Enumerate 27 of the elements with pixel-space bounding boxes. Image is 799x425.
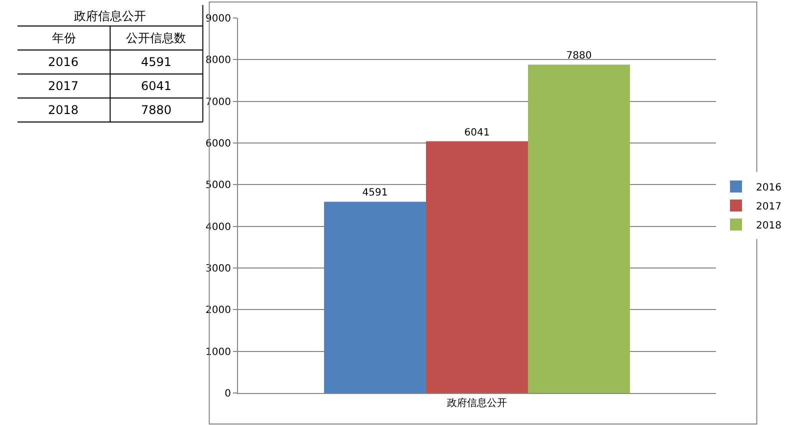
text: 2017 xyxy=(48,79,79,93)
text: 政府信息公开 xyxy=(74,9,146,23)
legend-label: 2018 xyxy=(756,220,782,232)
text: 2016 xyxy=(48,55,79,69)
text: 6041 xyxy=(141,79,172,93)
y-tick-label: 6000 xyxy=(206,138,231,150)
text: 公开信息数 xyxy=(126,31,186,45)
y-tick-label: 9000 xyxy=(206,14,231,24)
y-tick-label: 3000 xyxy=(206,264,231,274)
y-tick-label: 8000 xyxy=(206,55,231,66)
text: 2018 xyxy=(48,103,79,117)
bar xyxy=(324,202,426,393)
data-label: 6041 xyxy=(464,127,490,138)
y-tick-label: 0 xyxy=(224,388,231,400)
legend-label: 2017 xyxy=(756,201,782,212)
legend-label: 2016 xyxy=(756,182,782,194)
text: 4591 xyxy=(141,55,172,69)
y-tick-label: 7000 xyxy=(206,96,231,108)
y-tick-label: 4000 xyxy=(206,222,231,233)
data-label: 7880 xyxy=(566,50,592,62)
y-tick-label: 2000 xyxy=(206,305,231,316)
bar xyxy=(426,141,528,393)
y-tick-label: 5000 xyxy=(206,180,231,192)
text: 年份 xyxy=(52,31,76,45)
bar xyxy=(528,64,630,393)
data-label: 4591 xyxy=(362,188,388,199)
text: 7880 xyxy=(141,103,172,117)
